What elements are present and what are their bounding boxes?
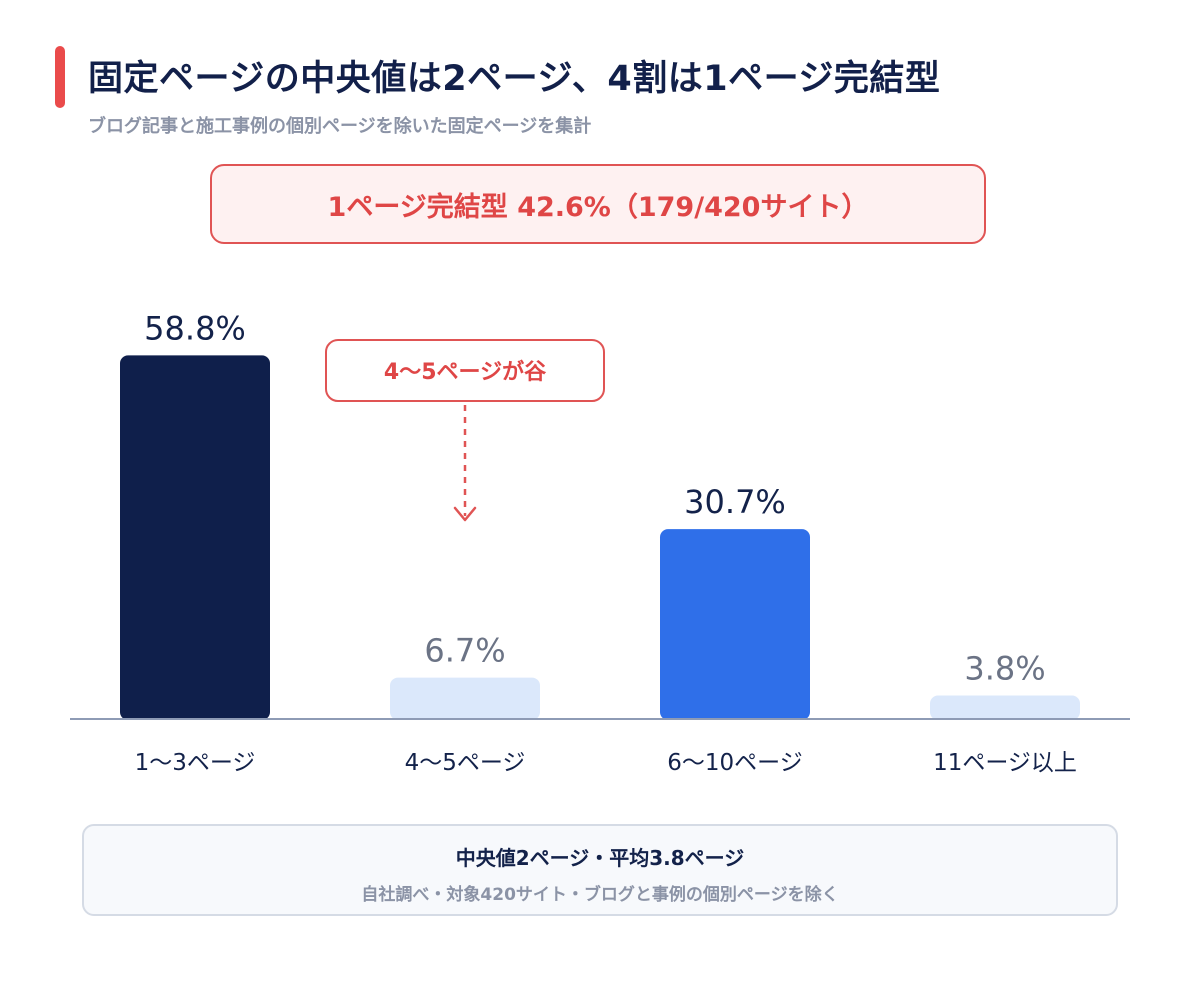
bar-4 — [930, 695, 1080, 720]
category-label-2: 4〜5ページ — [405, 750, 526, 776]
valley-callout-text: 4〜5ページが谷 — [384, 359, 547, 385]
bar-value-label-4: 3.8% — [964, 650, 1045, 688]
footer-note-main: 中央値2ページ・平均3.8ページ — [455, 846, 745, 870]
highlight-text: 1ページ完結型 42.6%（179/420サイト） — [327, 191, 869, 223]
bar-value-label-1: 58.8% — [144, 309, 246, 347]
footer-note-box: 中央値2ページ・平均3.8ページ 自社調べ・対象420サイト・ブログと事例の個別… — [82, 824, 1118, 916]
bar-value-label-3: 30.7% — [684, 483, 786, 521]
bar-1 — [120, 355, 270, 720]
valley-callout: 4〜5ページが谷 — [325, 339, 605, 522]
highlight-banner: 1ページ完結型 42.6%（179/420サイト） — [210, 164, 986, 244]
bar-3 — [660, 529, 810, 720]
page-subtitle: ブログ記事と施工事例の個別ページを除いた固定ページを集計 — [88, 116, 592, 137]
title-accent-bar — [55, 46, 65, 108]
category-label-1: 1〜3ページ — [135, 750, 256, 776]
valley-arrow-head-icon — [453, 506, 477, 522]
valley-callout-box — [325, 339, 605, 402]
category-label-3: 6〜10ページ — [667, 750, 802, 776]
page-title: 固定ページの中央値は2ページ、4割は1ページ完結型 — [88, 59, 941, 99]
bar-2 — [390, 677, 540, 720]
category-label-4: 11ページ以上 — [933, 750, 1077, 776]
bar-value-label-2: 6.7% — [424, 632, 505, 670]
footer-note-sub: 自社調べ・対象420サイト・ブログと事例の個別ページを除く — [361, 885, 839, 905]
